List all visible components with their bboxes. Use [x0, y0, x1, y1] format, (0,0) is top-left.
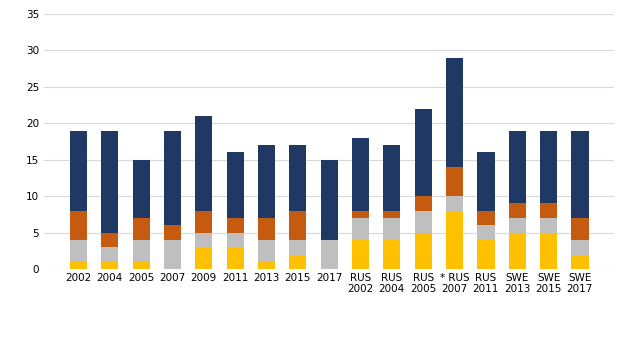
Bar [508, 204, 526, 218]
Bar [70, 240, 87, 262]
Bar [414, 196, 432, 211]
Bar [289, 211, 307, 240]
Bar [132, 262, 150, 269]
Bar [70, 262, 87, 269]
Bar [101, 262, 119, 269]
Bar [352, 138, 369, 211]
Bar [571, 255, 589, 269]
Bar [477, 240, 495, 269]
Bar [508, 130, 526, 204]
Bar [477, 225, 495, 240]
Bar [101, 233, 119, 247]
Bar [195, 211, 213, 233]
Bar [132, 240, 150, 262]
Bar [446, 196, 463, 211]
Bar [258, 145, 275, 218]
Bar [352, 240, 369, 269]
Bar [414, 211, 432, 233]
Bar [477, 211, 495, 225]
Bar [352, 218, 369, 240]
Bar [101, 130, 119, 233]
Bar [101, 247, 119, 262]
Bar [571, 240, 589, 255]
Bar [164, 225, 181, 240]
Bar [383, 218, 401, 240]
Bar [164, 240, 181, 269]
Bar [383, 145, 401, 211]
Bar [289, 145, 307, 211]
Bar [320, 240, 338, 269]
Bar [352, 211, 369, 218]
Bar [320, 160, 338, 240]
Bar [414, 233, 432, 269]
Bar [226, 152, 244, 218]
Bar [70, 211, 87, 240]
Bar [571, 218, 589, 240]
Bar [446, 167, 463, 196]
Bar [540, 204, 557, 218]
Bar [414, 109, 432, 196]
Bar [446, 58, 463, 167]
Bar [226, 218, 244, 233]
Bar [70, 130, 87, 211]
Bar [540, 218, 557, 233]
Bar [258, 262, 275, 269]
Bar [258, 218, 275, 240]
Bar [164, 130, 181, 225]
Bar [508, 218, 526, 233]
Bar [226, 247, 244, 269]
Bar [226, 233, 244, 247]
Bar [195, 233, 213, 247]
Bar [258, 240, 275, 262]
Bar [289, 240, 307, 255]
Bar [540, 233, 557, 269]
Bar [132, 218, 150, 240]
Bar [508, 233, 526, 269]
Bar [540, 130, 557, 204]
Bar [289, 255, 307, 269]
Bar [383, 211, 401, 218]
Bar [132, 160, 150, 218]
Bar [383, 240, 401, 269]
Bar [477, 152, 495, 211]
Bar [446, 211, 463, 269]
Bar [195, 247, 213, 269]
Bar [195, 116, 213, 211]
Bar [571, 130, 589, 218]
